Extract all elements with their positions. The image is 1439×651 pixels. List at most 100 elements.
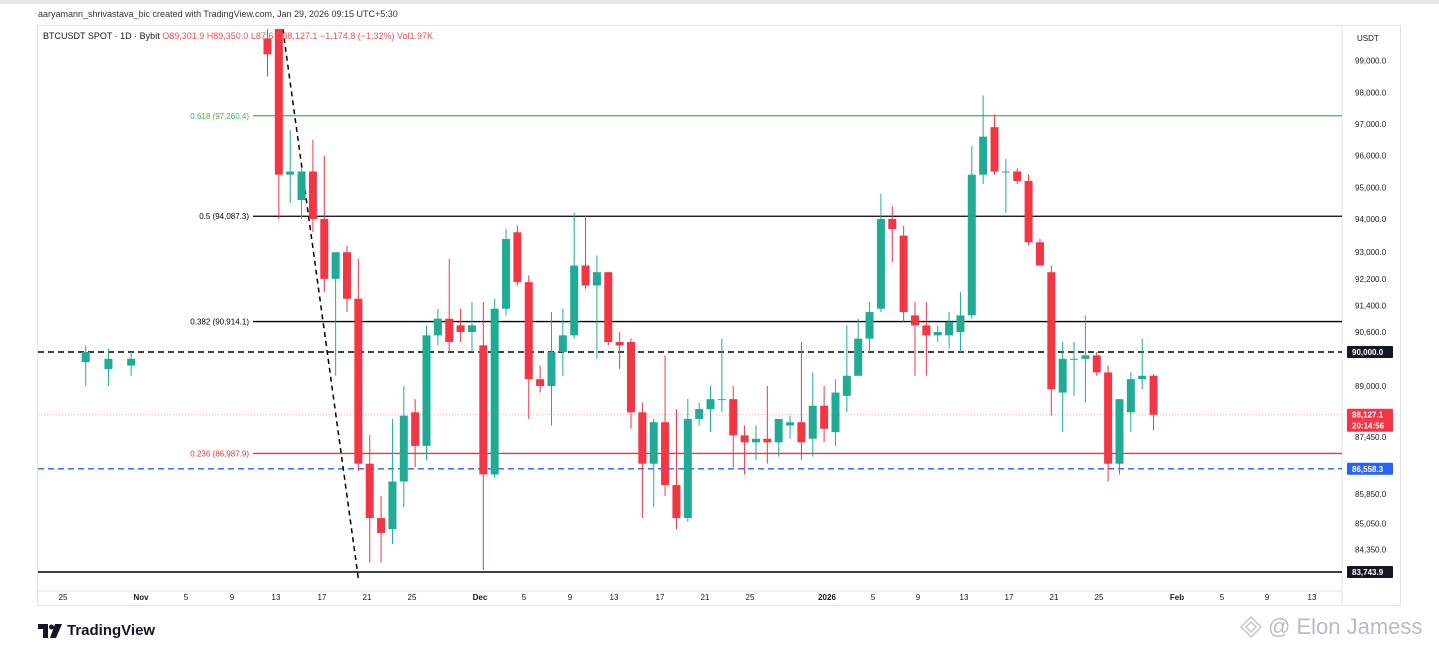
top-stripe (0, 0, 1439, 4)
candle-body-15 (399, 415, 408, 482)
candle-body-0 (81, 352, 90, 363)
candle-body-14 (388, 481, 397, 530)
x-tick-label-17: 9 (916, 593, 921, 602)
candle-body-58 (888, 219, 897, 229)
candle-body-13 (377, 518, 386, 533)
x-tick-label-5: 17 (318, 593, 327, 602)
candle-body-78 (1115, 399, 1124, 464)
y-tick-label-7: 92,200.0 (1355, 275, 1387, 284)
candle-body-65 (967, 174, 976, 316)
candle-body-9 (331, 252, 340, 279)
candle-body-62 (933, 332, 942, 336)
candle-body-7 (308, 171, 317, 219)
candle-body-27 (536, 379, 545, 386)
x-tick-label-16: 5 (871, 593, 876, 602)
candle-body-25 (513, 232, 522, 283)
x-tick-label-1: Nov (133, 593, 149, 602)
x-tick-label-14: 25 (746, 593, 755, 602)
watermark-logo-icon (1240, 616, 1262, 638)
watermark: @ Elon Jamess (1240, 614, 1422, 640)
price-tag-3: 86,558.3 (1352, 465, 1384, 474)
y-tick-label-2: 97,000.0 (1355, 120, 1387, 129)
candle-body-43 (717, 399, 726, 401)
candle-body-11 (354, 298, 363, 464)
y-tick-label-14: 84,350.0 (1355, 546, 1387, 555)
candle-body-64 (956, 315, 965, 332)
candle-body-28 (547, 352, 556, 386)
candle-body-60 (911, 315, 919, 326)
x-tick-label-7: 25 (408, 593, 417, 602)
candle-body-23 (490, 308, 499, 475)
candle-body-37 (649, 422, 658, 464)
candle-body-2 (127, 358, 136, 366)
x-tick-label-11: 13 (610, 593, 619, 602)
y-tick-label-9: 90,600.0 (1355, 328, 1387, 337)
candle-body-16 (411, 412, 420, 446)
candle-body-76 (1092, 355, 1101, 373)
candle-body-81 (1149, 375, 1158, 415)
candle-body-56 (865, 312, 874, 339)
candle-body-69 (1013, 171, 1022, 181)
candle-body-35 (627, 342, 635, 413)
x-tick-label-10: 9 (568, 593, 573, 602)
x-tick-label-25: 13 (1308, 593, 1317, 602)
candle-body-34 (615, 342, 624, 346)
candle-body-77 (1104, 372, 1113, 464)
tradingview-wordmark: TradingView (67, 622, 156, 639)
candle-body-18 (433, 318, 442, 336)
candle-body-54 (842, 375, 851, 396)
x-tick-label-12: 17 (656, 593, 665, 602)
x-tick-label-22: Feb (1170, 593, 1184, 602)
chart-frame (37, 25, 1401, 606)
candle-body-80 (1138, 375, 1147, 380)
candle-body-31 (581, 265, 590, 286)
candle-body-21 (467, 325, 476, 332)
legend-close: C88,127.1 (275, 31, 318, 41)
x-tick-label-0: 25 (59, 593, 68, 602)
symbol-legend: BTCUSDT SPOT · 1D · Bybit O89,301.9 H89,… (43, 31, 433, 41)
candle-body-61 (922, 325, 931, 336)
candle-body-50 (797, 422, 806, 443)
x-tick-label-13: 21 (701, 593, 710, 602)
x-tick-label-23: 5 (1220, 593, 1225, 602)
price-tag-2: 20:14:56 (1352, 422, 1385, 431)
y-tick-label-4: 95,000.0 (1355, 183, 1387, 192)
tradingview-logo[interactable]: TradingView (38, 622, 155, 639)
y-tick-label-12: 85,850.0 (1355, 490, 1387, 499)
candle-body-59 (899, 235, 908, 313)
trend-line (282, 28, 360, 579)
candle-body-30 (570, 265, 579, 336)
chart-caption: aaryamann_shrivastava_bic created with T… (38, 9, 398, 19)
candle-body-48 (774, 418, 783, 443)
candle-body-75 (1081, 355, 1090, 359)
candle-body-4 (274, 29, 283, 175)
candle-body-70 (1024, 181, 1033, 243)
x-tick-label-8: Dec (473, 593, 488, 602)
price-tag-0: 90,000.0 (1352, 348, 1384, 357)
y-tick-label-5: 94,000.0 (1355, 215, 1387, 224)
candle-body-29 (558, 335, 567, 352)
x-tick-label-2: 5 (184, 593, 189, 602)
candle-body-52 (820, 405, 829, 429)
x-tick-label-24: 9 (1265, 593, 1270, 602)
y-tick-label-1: 98,000.0 (1355, 88, 1387, 97)
candle-body-63 (945, 322, 954, 336)
y-tick-label-10: 89,000.0 (1355, 382, 1387, 391)
legend-change: −1,174.8 (−1.32%) (319, 31, 395, 41)
candle-body-26 (524, 282, 533, 380)
candle-body-71 (1035, 242, 1044, 266)
candle-body-79 (1126, 379, 1135, 413)
candle-body-42 (706, 399, 715, 410)
candle-body-74 (1070, 358, 1079, 360)
x-tick-label-6: 21 (363, 593, 372, 602)
candle-body-46 (751, 438, 760, 443)
candle-body-53 (831, 392, 840, 433)
fib-level-label-2: 0.382 (90,914.1) (190, 318, 249, 327)
y-tick-label-8: 91,400.0 (1355, 301, 1387, 310)
candle-body-33 (604, 272, 613, 342)
fib-level-label-1: 0.5 (94,087.3) (199, 212, 249, 221)
x-tick-label-21: 25 (1095, 593, 1104, 602)
candle-body-57 (876, 219, 885, 309)
candle-body-3 (263, 38, 272, 55)
